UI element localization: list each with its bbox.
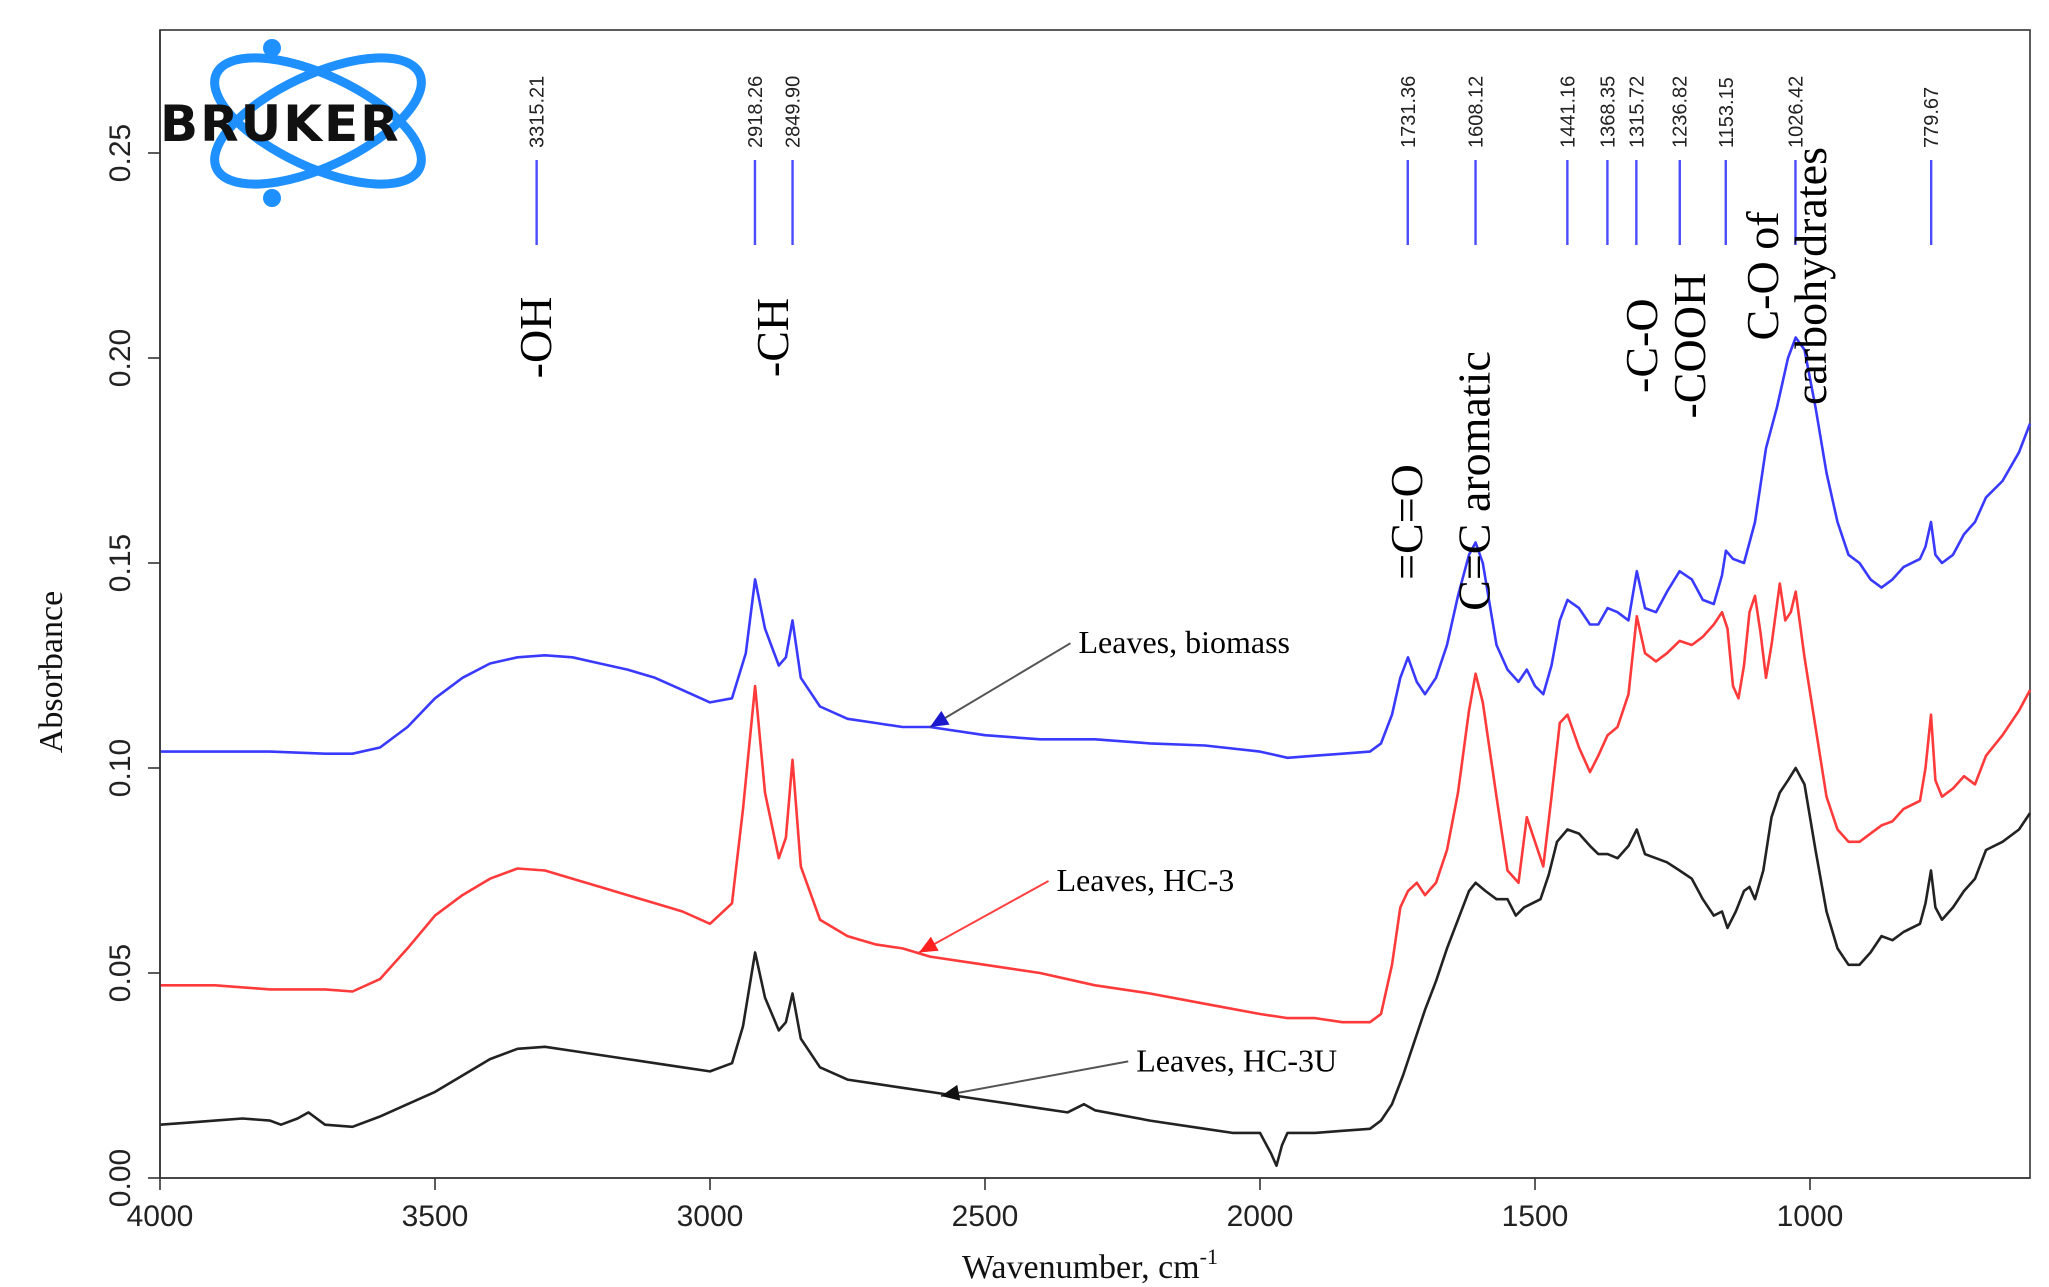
series-line xyxy=(159,766,2032,1167)
peak-marker-label: 1368.35 xyxy=(1597,76,1619,148)
group-annotations: -OH -CH =C=O C=C aromatic -C-O-COOH C-O ofcar… xyxy=(510,147,1836,611)
logo-electron-1 xyxy=(263,39,281,57)
x-tick-label: 1000 xyxy=(1777,1200,1844,1233)
series-label-arrow xyxy=(929,642,1072,728)
y-tick-label: 0.10 xyxy=(104,739,137,797)
series-name-label: Leaves, HC-3U xyxy=(1136,1042,1337,1078)
series-labels: Leaves, biomass Leaves, HC-3 Leaves, HC-3U xyxy=(918,624,1337,1101)
series-line xyxy=(160,582,2032,1024)
x-axis-title-superscript: -1 xyxy=(1200,1244,1218,1269)
peak-marker-label: 1153.15 xyxy=(1716,77,1738,148)
series-label-arrowhead xyxy=(919,936,939,953)
series-name-label: Leaves, HC-3 xyxy=(1057,862,1235,898)
x-tick-label: 3000 xyxy=(677,1200,744,1233)
x-tick-label: 2500 xyxy=(952,1200,1019,1233)
bruker-logo: BRUKER xyxy=(160,39,426,207)
x-tick-label: 1500 xyxy=(1502,1200,1569,1233)
series-label-arrow xyxy=(940,1060,1129,1097)
group-annotation-label: -COOH xyxy=(1664,273,1715,419)
logo-orbit-2 xyxy=(210,53,426,189)
y-tick-label: 0.05 xyxy=(104,944,137,1002)
y-tick-label: 0.25 xyxy=(104,124,137,182)
group-annotation-label: C=C aromatic xyxy=(1449,351,1500,611)
y-tick-label: 0.00 xyxy=(104,1149,137,1207)
peak-marker-label: 1731.36 xyxy=(1398,76,1420,148)
y-tick-label: 0.20 xyxy=(104,329,137,387)
peak-marker-label: 3315.21 xyxy=(527,76,549,148)
series-label-arrowhead xyxy=(941,1084,961,1101)
series-label-arrow xyxy=(918,880,1049,954)
peak-marker-label: 1236.82 xyxy=(1670,76,1692,148)
peak-marker-label: 1026.42 xyxy=(1785,76,1807,148)
series-name-label: Leaves, biomass xyxy=(1079,624,1291,660)
group-annotation-label: -OH xyxy=(510,297,561,379)
logo-electron-2 xyxy=(263,189,281,207)
x-tick-label: 3500 xyxy=(402,1200,469,1233)
y-axis-title: Absorbance xyxy=(33,591,70,753)
series-line xyxy=(160,336,2032,760)
group-annotation-label: -C-O xyxy=(1616,298,1667,393)
peak-marker-label: 779.67 xyxy=(1921,87,1943,148)
logo-text: BRUKER xyxy=(160,95,401,153)
peak-marker-label: 2918.26 xyxy=(745,76,767,148)
x-axis: 4000 3500 3000 2500 2000 1500 1000 xyxy=(127,1177,2030,1233)
peak-marker-label: 1441.16 xyxy=(1557,76,1579,148)
x-tick-label: 2000 xyxy=(1227,1200,1294,1233)
group-annotation-label: =C=O xyxy=(1381,464,1432,580)
plot-frame xyxy=(159,29,2031,1179)
series-label-arrowhead xyxy=(930,710,950,727)
peak-markers: 3315.21 2918.26 2849.90 1731.36 1608.12 1441.… xyxy=(527,76,1943,245)
peak-marker-label: 2849.90 xyxy=(783,76,805,148)
peak-marker-label: 1315.72 xyxy=(1626,76,1648,148)
series-lines xyxy=(159,336,2032,1167)
x-axis-title-text: Wavenumber, cm xyxy=(962,1249,1200,1286)
y-tick-label: 0.15 xyxy=(104,534,137,592)
logo-orbit-1 xyxy=(210,53,426,189)
y-axis: 0.00 0.05 0.10 0.15 0.20 0.25 xyxy=(104,30,161,1207)
x-tick-label: 4000 xyxy=(127,1200,194,1233)
x-axis-title: Wavenumber, cm-1 xyxy=(962,1244,1218,1286)
group-annotation-label: C-O of xyxy=(1737,211,1788,341)
group-annotation-label: -CH xyxy=(747,298,798,377)
group-annotation-label: carbohydrates xyxy=(1785,147,1836,405)
peak-marker-label: 1608.12 xyxy=(1466,76,1488,148)
